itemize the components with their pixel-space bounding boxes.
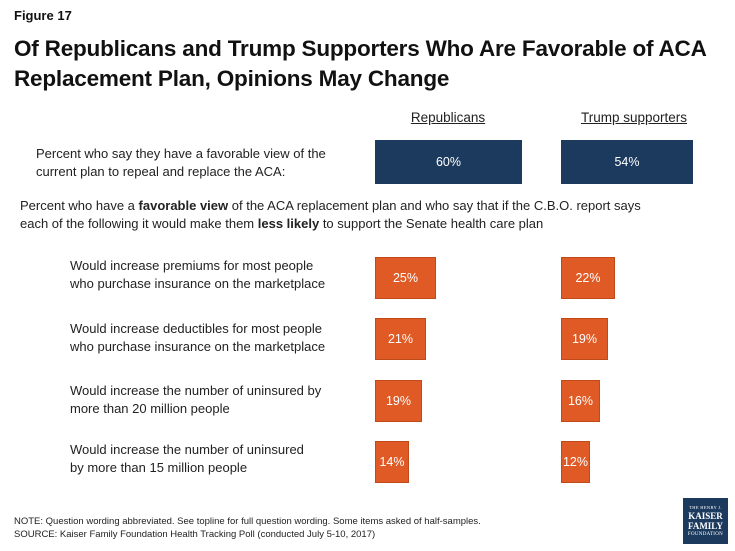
row-label-line: Would increase the number of uninsured b… <box>70 383 322 398</box>
column-header-republicans: Republicans <box>410 110 486 125</box>
bar-value-label: 12% <box>562 455 589 469</box>
bar-trump-supporters-row-3: 16% <box>561 380 600 422</box>
bar-value-label: 19% <box>571 332 598 346</box>
bar-value-label: 19% <box>385 394 412 408</box>
row-label-line: Would increase deductibles for most peop… <box>70 321 322 336</box>
bar-value-label: 60% <box>435 155 462 169</box>
bar-value-label: 14% <box>379 455 405 469</box>
intro-part: Percent who have a <box>20 198 139 213</box>
logo-line: FAMILY <box>687 520 723 531</box>
bar-republicans-row-3: 19% <box>375 380 422 422</box>
column-header-trump-supporters: Trump supporters <box>580 110 688 125</box>
intro-part: of the ACA replacement plan and who say … <box>20 198 641 231</box>
bar-trump-supporters-row-1: 22% <box>561 257 615 299</box>
row-label-line: Percent who say they have a favorable vi… <box>36 146 326 161</box>
logo-line: KAISER <box>688 510 723 521</box>
bar-value-label: 22% <box>575 271 601 285</box>
bar-trump-supporters-row-2: 19% <box>561 318 608 360</box>
intro-part: to support the Senate health care plan <box>319 216 544 231</box>
row-label-line: who purchase insurance on the marketplac… <box>70 276 326 291</box>
intro-bold: less likely <box>257 216 320 231</box>
footnote-source: SOURCE: Kaiser Family Foundation Health … <box>14 529 376 540</box>
row-label-deductibles: Would increase deductibles for most peop… <box>70 320 325 356</box>
row-label-favorable-view: Percent who say they have a favorable vi… <box>36 145 326 181</box>
bar-republicans-row-4: 14% <box>375 441 409 483</box>
row-label-uninsured-20m: Would increase the number of uninsured b… <box>70 382 321 418</box>
row-label-line: who purchase insurance on the marketplac… <box>70 339 326 354</box>
row-label-line: Would increase the number of uninsured <box>70 442 304 457</box>
row-label-line: more than 20 million people <box>70 401 230 416</box>
row-label-premiums: Would increase premiums for most people … <box>70 257 325 293</box>
bar-republicans-row-2: 21% <box>375 318 426 360</box>
chart-title: Of Republicans and Trump Supporters Who … <box>14 36 706 91</box>
footnote-note: NOTE: Question wording abbreviated. See … <box>14 516 481 527</box>
bar-value-label: 25% <box>392 271 419 285</box>
intro-bold: favorable view <box>138 198 229 213</box>
figure-label: Figure 17 <box>14 8 72 23</box>
bar-republicans-row-1: 25% <box>375 257 436 299</box>
bar-value-label: 21% <box>387 332 414 346</box>
bar-trump-supporters-row-0: 54% <box>561 140 693 184</box>
logo-line: FOUNDATION <box>687 531 724 537</box>
bar-value-label: 16% <box>567 394 594 408</box>
kff-logo: THE HENRY J. KAISER FAMILY FOUNDATION <box>683 498 728 544</box>
row-label-line: by more than 15 million people <box>70 460 248 475</box>
bar-value-label: 54% <box>614 155 640 169</box>
bar-trump-supporters-row-4: 12% <box>561 441 590 483</box>
intro-text: Percent who have a favorable view of the… <box>20 197 670 233</box>
row-label-uninsured-15m: Would increase the number of uninsured b… <box>70 441 304 477</box>
row-label-line: Would increase premiums for most people <box>70 258 314 273</box>
row-label-line: current plan to repeal and replace the A… <box>36 164 286 179</box>
bar-republicans-row-0: 60% <box>375 140 522 184</box>
footnote: NOTE: Question wording abbreviated. See … <box>14 515 481 541</box>
logo-line: THE HENRY J. <box>689 504 722 510</box>
